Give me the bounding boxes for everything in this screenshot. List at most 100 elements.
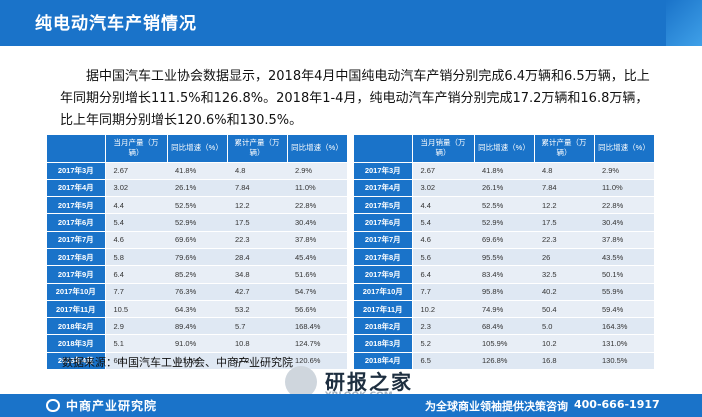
column-header: 同比增速（%） (167, 135, 228, 163)
table-cell: 7.7 (412, 283, 474, 301)
row-label: 2017年7月 (354, 231, 413, 249)
table-row: 2018年4月 6.4 111.5% 17.2 120.6% (47, 352, 347, 371)
table-cell: 95.5% (474, 248, 534, 267)
column-header: 当月产量（万辆） (105, 135, 168, 163)
row-label: 2017年8月 (354, 248, 413, 267)
table-cell: 7.7 (105, 283, 167, 301)
production-table: 当月产量（万辆） 同比增速（%） 累计产量（万辆） 同比增速（%） 2017年3… (47, 135, 348, 371)
table-cell: 45.4% (287, 248, 347, 267)
column-header: 同比增速（%） (474, 135, 535, 163)
header-bar: 纯电动汽车产销情况 (0, 0, 702, 46)
table-cell: 5.4 (412, 213, 474, 232)
table-cell: 10.2 (412, 300, 474, 319)
table-cell: 5.0 (534, 317, 594, 336)
table-row: 2018年3月 5.1 91.0% 10.8 124.7% (47, 334, 347, 353)
table-row: 2017年5月 4.4 52.5% 12.2 22.8% (47, 196, 347, 215)
table-row: 2018年3月 5.2 105.9% 10.2 131.0% (354, 334, 654, 353)
table-cell: 52.5% (167, 196, 227, 215)
table-cell: 51.6% (287, 265, 347, 284)
table-cell: 69.6% (474, 231, 534, 249)
row-label: 2017年6月 (354, 213, 413, 232)
table-row: 2017年8月 5.8 79.6% 28.4 45.4% (47, 248, 347, 267)
row-label: 2017年7月 (47, 231, 106, 249)
table-cell: 85.2% (167, 265, 227, 284)
table-row: 2017年9月 6.4 85.2% 34.8 51.6% (47, 265, 347, 284)
table-cell: 2.3 (412, 317, 474, 336)
table-cell: 2.9% (287, 162, 347, 180)
table-cell: 52.9% (167, 213, 227, 232)
row-label: 2017年9月 (354, 265, 413, 284)
table-cell: 91.0% (167, 334, 227, 353)
footer-slogan: 为全球商业领袖提供决策咨询 (425, 400, 568, 413)
table-cell: 3.02 (412, 179, 474, 198)
company-logo-icon (46, 399, 60, 412)
table-cell: 34.8 (227, 265, 287, 284)
table-cell: 53.2 (227, 300, 287, 319)
table-cell: 164.3% (594, 317, 654, 336)
table-cell: 11.0% (594, 179, 654, 198)
table-row: 2017年3月 2.67 41.8% 4.8 2.9% (47, 162, 347, 180)
row-label: 2017年10月 (47, 283, 106, 301)
table-cell: 32.5 (534, 265, 594, 284)
table-cell: 89.4% (167, 317, 227, 336)
table-cell: 4.8 (534, 162, 594, 180)
table-cell: 6.5 (412, 352, 474, 371)
table-cell: 59.4% (594, 300, 654, 319)
table-cell: 69.6% (167, 231, 227, 249)
production-table-header: 当月产量（万辆） 同比增速（%） 累计产量（万辆） 同比增速（%） (47, 135, 348, 163)
table-cell: 37.8% (287, 231, 347, 249)
table-cell: 5.4 (105, 213, 167, 232)
table-row: 2018年4月 6.5 126.8% 16.8 130.5% (354, 352, 654, 371)
table-cell: 130.5% (594, 352, 654, 371)
table-cell: 52.9% (474, 213, 534, 232)
table-cell: 42.7 (227, 283, 287, 301)
row-label: 2017年10月 (354, 283, 413, 301)
data-source: 数据来源：中国汽车工业协会、中商产业研究院 (62, 356, 293, 369)
table-row: 2017年7月 4.6 69.6% 22.3 37.8% (47, 231, 347, 249)
row-label: 2017年4月 (47, 179, 106, 198)
table-row: 2017年3月 2.67 41.8% 4.8 2.9% (354, 162, 654, 180)
table-row: 2018年2月 2.3 68.4% 5.0 164.3% (354, 317, 654, 336)
table-cell: 3.02 (105, 179, 167, 198)
table-cell: 43.5% (594, 248, 654, 267)
table-cell: 6.4 (412, 265, 474, 284)
table-row: 2017年7月 4.6 69.6% 22.3 37.8% (354, 231, 654, 249)
table-cell: 4.4 (105, 196, 167, 215)
sales-table-header: 当月销量（万辆） 同比增速（%） 累计产量（万辆） 同比增速（%） (354, 135, 655, 163)
table-cell: 50.4 (534, 300, 594, 319)
row-label: 2017年6月 (47, 213, 106, 232)
row-label: 2018年3月 (47, 334, 106, 353)
table-cell: 10.2 (534, 334, 594, 353)
table-cell: 55.9% (594, 283, 654, 301)
table-cell: 2.67 (105, 162, 167, 180)
table-cell: 41.8% (474, 162, 534, 180)
table-cell: 16.8 (534, 352, 594, 371)
column-header: 累计产量（万辆） (227, 135, 288, 163)
row-label: 2018年2月 (47, 317, 106, 336)
table-cell: 10.8 (227, 334, 287, 353)
column-header: 同比增速（%） (287, 135, 348, 163)
table-corner (354, 135, 413, 163)
row-label: 2018年3月 (354, 334, 413, 353)
table-cell: 120.6% (287, 352, 347, 371)
table-cell: 5.7 (227, 317, 287, 336)
table-cell: 168.4% (287, 317, 347, 336)
table-cell: 37.8% (594, 231, 654, 249)
footer-phone: 400-666-1917 (574, 398, 660, 411)
table-row: 2017年6月 5.4 52.9% 17.5 30.4% (47, 213, 347, 232)
table-cell: 5.1 (105, 334, 167, 353)
row-label: 2017年4月 (354, 179, 413, 198)
table-row: 2018年2月 2.9 89.4% 5.7 168.4% (47, 317, 347, 336)
table-cell: 22.8% (287, 196, 347, 215)
footer-bar: 中商产业研究院 为全球商业领袖提供决策咨询 400-666-1917 (0, 394, 702, 417)
table-cell: 26.1% (167, 179, 227, 198)
table-row: 2017年11月 10.2 74.9% 50.4 59.4% (354, 300, 654, 319)
table-cell: 40.2 (534, 283, 594, 301)
table-cell: 56.6% (287, 300, 347, 319)
table-cell: 5.8 (105, 248, 167, 267)
page-title: 纯电动汽车产销情况 (35, 14, 197, 34)
row-label: 2017年3月 (47, 162, 106, 180)
table-row: 2017年11月 10.5 64.3% 53.2 56.6% (47, 300, 347, 319)
table-cell: 76.3% (167, 283, 227, 301)
sales-table: 当月销量（万辆） 同比增速（%） 累计产量（万辆） 同比增速（%） 2017年3… (354, 135, 655, 371)
